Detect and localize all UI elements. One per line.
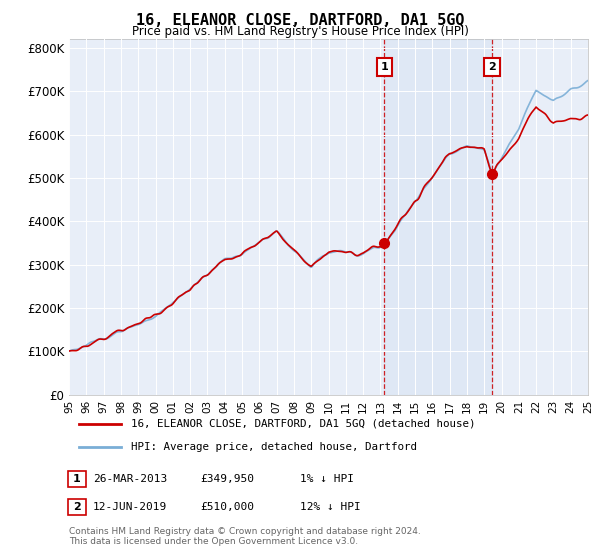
Bar [385, 39, 492, 395]
Text: £349,950: £349,950 [200, 474, 254, 484]
Text: 16, ELEANOR CLOSE, DARTFORD, DA1 5GQ (detached house): 16, ELEANOR CLOSE, DARTFORD, DA1 5GQ (de… [131, 419, 476, 429]
Text: HPI: Average price, detached house, Dartford: HPI: Average price, detached house, Dart… [131, 442, 417, 452]
Text: Price paid vs. HM Land Registry's House Price Index (HPI): Price paid vs. HM Land Registry's House … [131, 25, 469, 38]
Text: 1: 1 [380, 62, 388, 72]
Text: 1% ↓ HPI: 1% ↓ HPI [300, 474, 354, 484]
Text: 12-JUN-2019: 12-JUN-2019 [93, 502, 167, 512]
Text: 2: 2 [488, 62, 496, 72]
FancyBboxPatch shape [68, 499, 86, 515]
Text: 12% ↓ HPI: 12% ↓ HPI [300, 502, 361, 512]
Text: 2: 2 [73, 502, 81, 512]
FancyBboxPatch shape [68, 471, 86, 487]
Text: 26-MAR-2013: 26-MAR-2013 [93, 474, 167, 484]
Text: Contains HM Land Registry data © Crown copyright and database right 2024.
This d: Contains HM Land Registry data © Crown c… [69, 526, 421, 546]
Text: 1: 1 [73, 474, 81, 484]
Text: 16, ELEANOR CLOSE, DARTFORD, DA1 5GQ: 16, ELEANOR CLOSE, DARTFORD, DA1 5GQ [136, 13, 464, 29]
Text: £510,000: £510,000 [200, 502, 254, 512]
